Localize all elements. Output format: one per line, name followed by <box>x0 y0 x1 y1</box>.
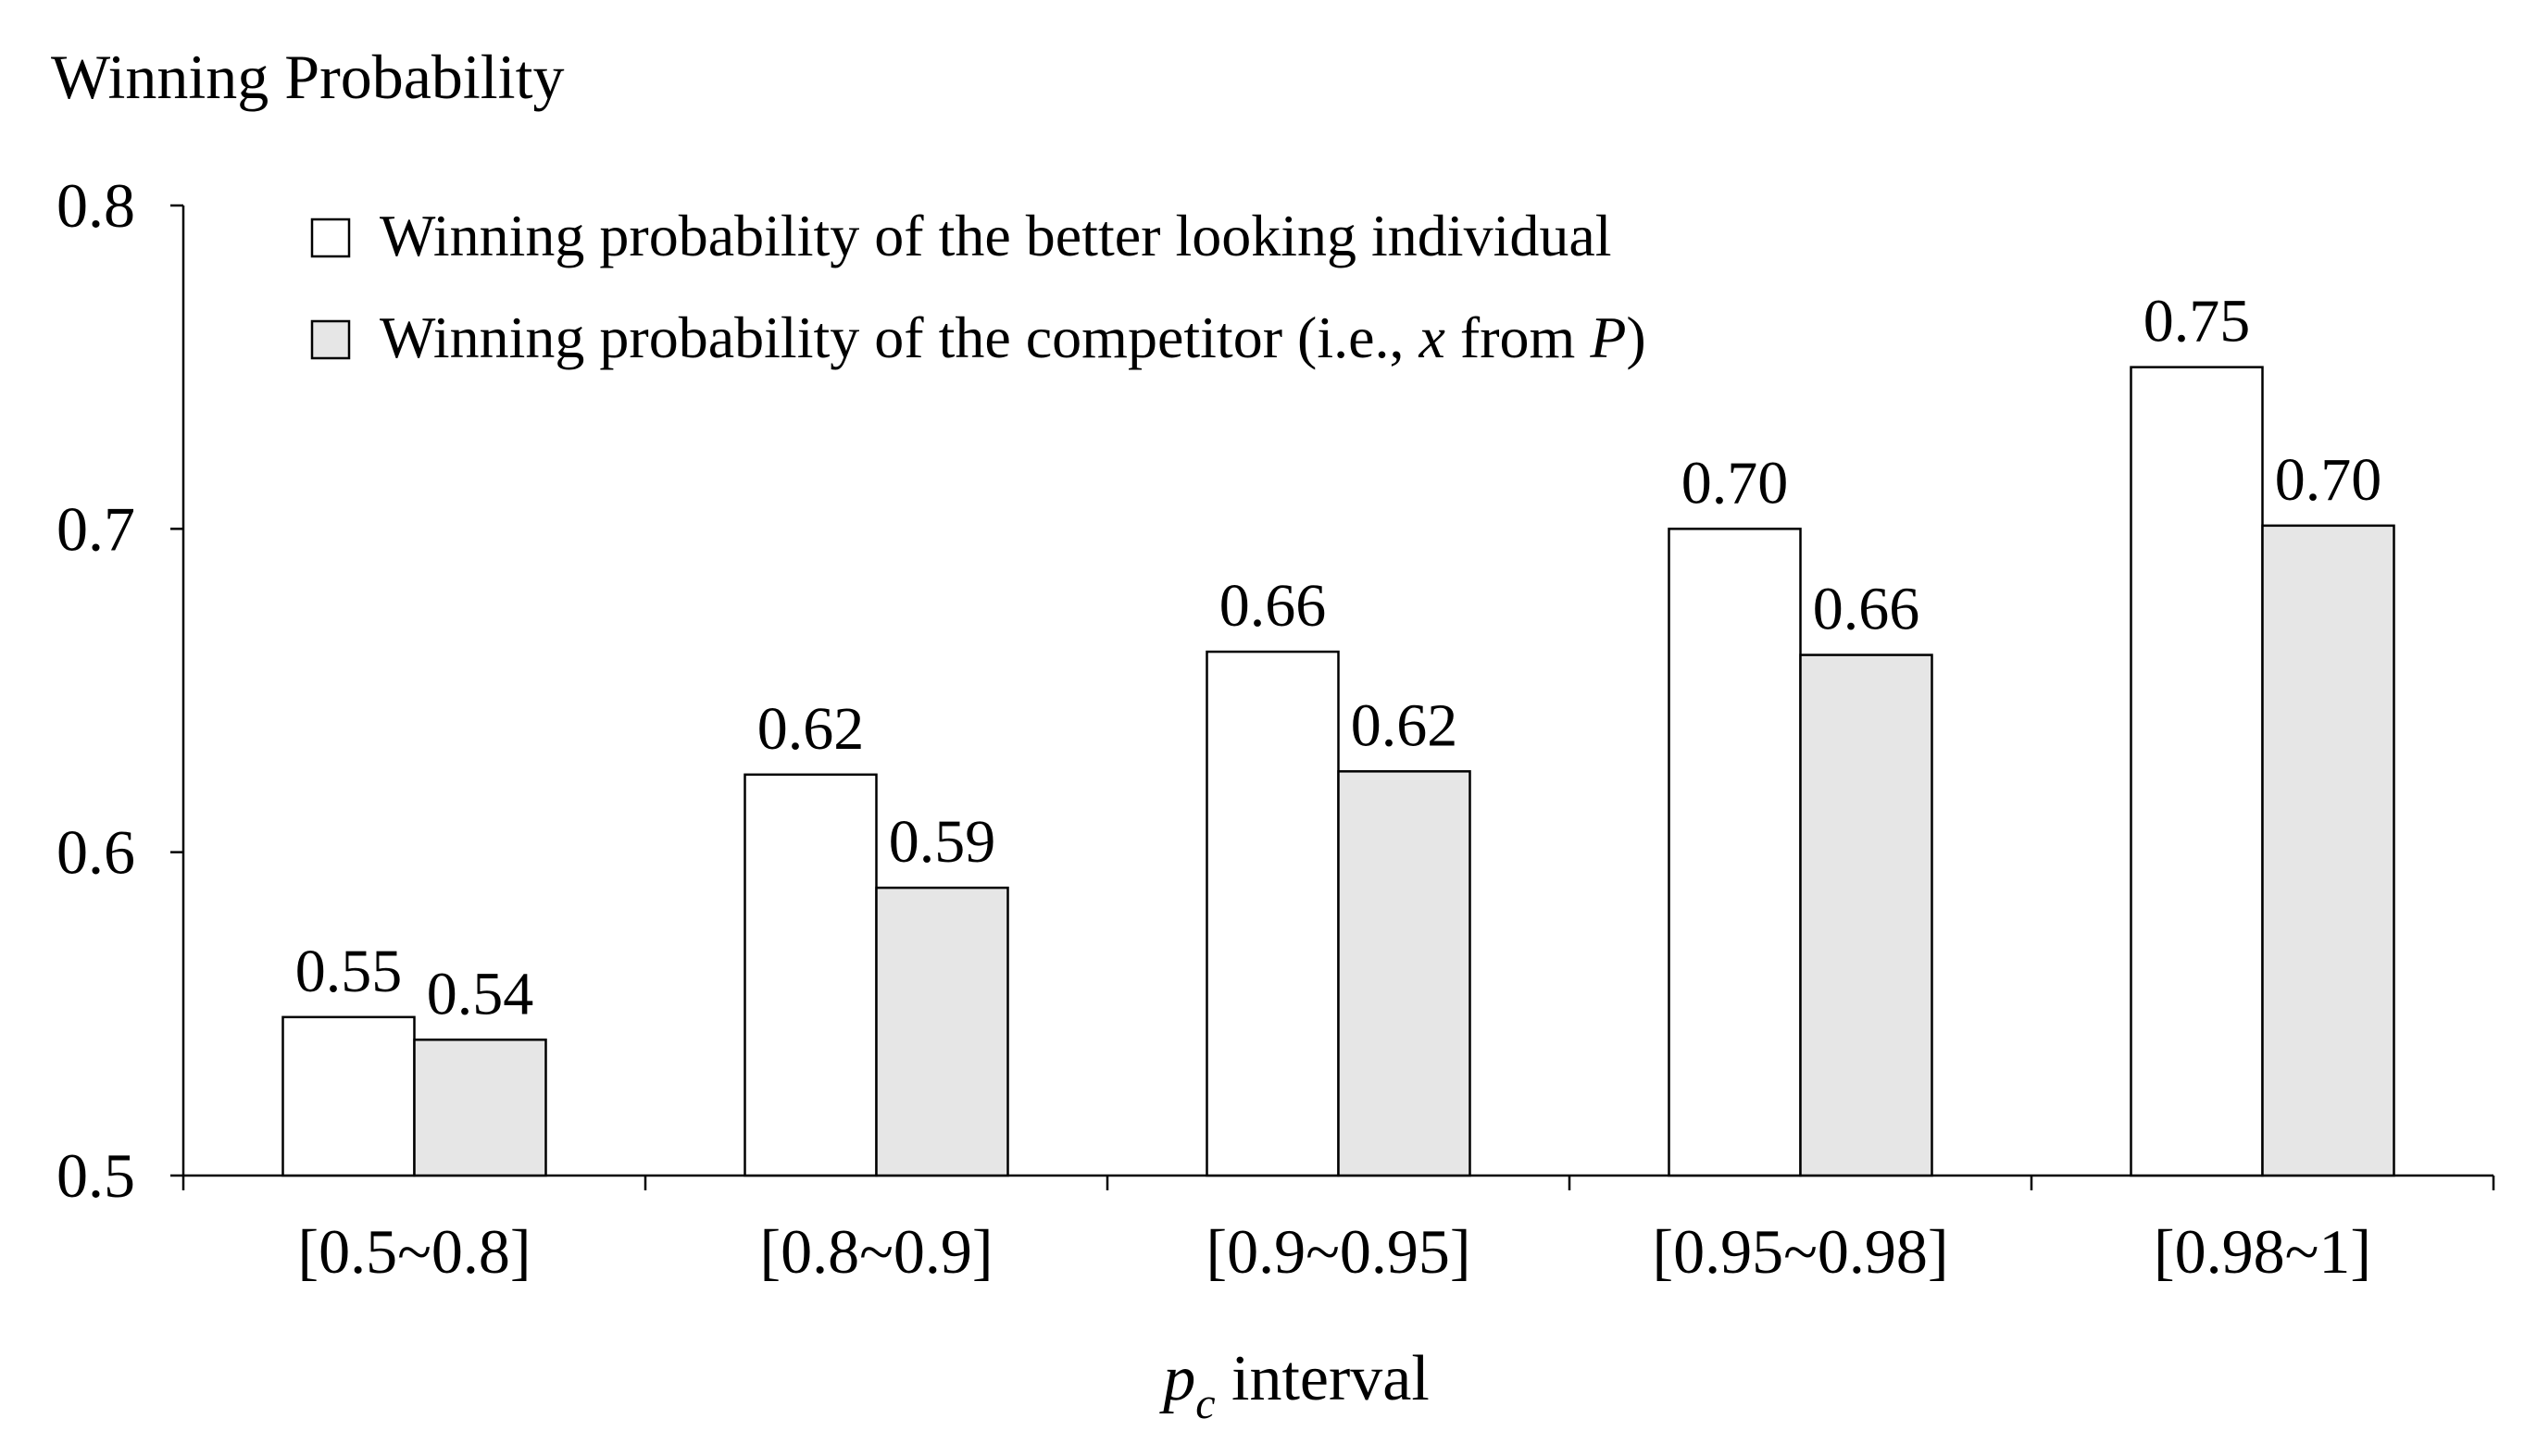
data-label-series-1: 0.62 <box>757 695 865 763</box>
data-labels: 0.55 0.62 0.66 0.70 0.75 0.54 0.59 0.62 0.66 0.70 <box>295 288 2382 1028</box>
legend-label-series-2-var-p: P <box>1589 305 1626 370</box>
legend-label-series-2-mid: from <box>1445 305 1590 370</box>
x-axis-label-subscript: c <box>1195 1379 1215 1428</box>
x-axis-label: pc interval <box>1158 1343 1430 1428</box>
y-ticks: 0.5 0.6 0.7 0.8 <box>56 170 183 1211</box>
y-tick-label: 0.8 <box>56 170 135 241</box>
bar-series-1 <box>1668 528 1802 1177</box>
x-ticks: [0.5~0.8] [0.8~0.9] [0.9~0.95] [0.95~0.98] [… <box>181 1176 2495 1287</box>
x-tick-label: [0.98~1] <box>2154 1216 2371 1287</box>
bar-series-1 <box>281 1015 416 1177</box>
y-tick-label: 0.5 <box>56 1140 135 1211</box>
legend-label-series-2-var-x: x <box>1418 305 1445 370</box>
x-axis-label-text: interval <box>1216 1343 1430 1414</box>
bars <box>281 366 2395 1177</box>
legend-label-series-2: Winning probability of the competitor (i… <box>380 305 1646 370</box>
data-label-series-1: 0.70 <box>1681 449 1789 516</box>
x-tick-label: [0.5~0.8] <box>297 1216 531 1287</box>
x-tick-label: [0.9~0.95] <box>1206 1216 1470 1287</box>
bar-series-2 <box>413 1039 547 1177</box>
legend-swatch-series-1 <box>310 218 351 258</box>
legend-swatch-series-2 <box>310 319 351 360</box>
y-tick-label: 0.6 <box>56 817 135 888</box>
bar-series-1 <box>1206 650 1340 1177</box>
data-label-series-2: 0.54 <box>427 960 534 1027</box>
legend: Winning probability of the better lookin… <box>310 203 1646 370</box>
data-label-series-1: 0.66 <box>1219 572 1327 640</box>
bar-series-2 <box>875 886 1009 1177</box>
data-label-series-1: 0.75 <box>2143 288 2251 355</box>
bar-series-2 <box>1799 653 1933 1177</box>
x-tick-label: [0.8~0.9] <box>759 1216 993 1287</box>
x-tick-label: [0.95~0.98] <box>1652 1216 1948 1287</box>
data-label-series-2: 0.66 <box>1813 576 1920 643</box>
data-label-series-1: 0.55 <box>295 938 403 1005</box>
legend-label-series-2-post: ) <box>1626 305 1645 370</box>
bar-series-1 <box>2130 366 2264 1177</box>
chart-title: Winning Probability <box>51 42 564 112</box>
legend-label-series-2-pre: Winning probability of the competitor (i… <box>380 305 1419 370</box>
data-label-series-2: 0.59 <box>889 808 996 876</box>
y-tick-label: 0.7 <box>56 493 135 564</box>
legend-label-series-1: Winning probability of the better lookin… <box>380 203 1612 268</box>
data-label-series-2: 0.70 <box>2275 446 2382 514</box>
bar-series-2 <box>1337 770 1471 1177</box>
bar-series-2 <box>2261 524 2395 1177</box>
bar-series-1 <box>744 773 878 1177</box>
data-label-series-2: 0.62 <box>1351 691 1458 759</box>
x-axis-label-variable: p <box>1158 1343 1195 1414</box>
